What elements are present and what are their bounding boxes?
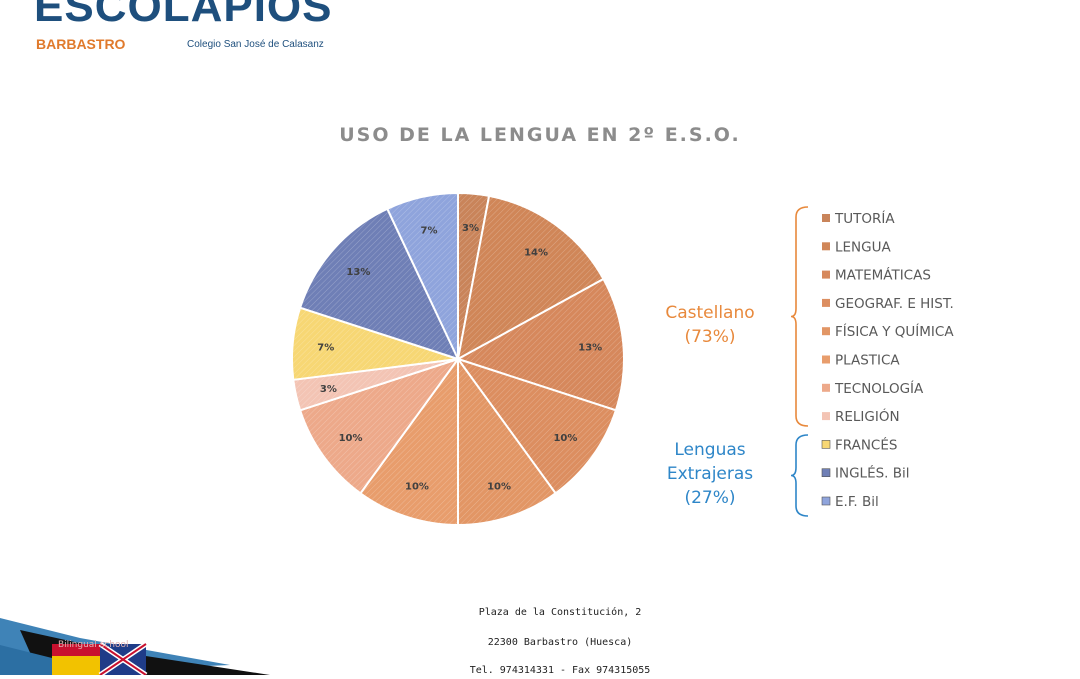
legend-label-religion: RELIGIÓN	[835, 407, 900, 425]
logo-school-name: Colegio San José de Calasanz	[187, 39, 324, 50]
logo-city: BARBASTRO	[36, 36, 126, 52]
bilingual-school-text: Bilingual school	[58, 640, 129, 650]
legend-swatch-fisica-y-quimica	[822, 327, 830, 336]
pie-value-label-matematicas: 13%	[578, 343, 602, 354]
pie-slice-hatch-geograf-e-hist	[458, 359, 616, 494]
legend-label-lengua: LENGUA	[835, 239, 891, 255]
legend-label-matematicas: MATEMÁTICAS	[835, 267, 931, 284]
legend-swatch-lengua	[822, 242, 830, 251]
pie-value-label-frances: 7%	[317, 343, 334, 354]
pie-value-label-fisica-y-quimica: 10%	[487, 481, 511, 492]
pie-value-label-e-f-bil: 7%	[421, 225, 438, 236]
pie-value-label-tecnologia: 10%	[339, 433, 363, 444]
pie-slice-hatch-tecnologia	[300, 359, 458, 494]
footer-address: Plaza de la Constitución, 2	[478, 607, 642, 618]
legend-label-geograf-e-hist: GEOGRAF. E HIST.	[835, 296, 954, 312]
legend-swatch-geograf-e-hist	[822, 298, 830, 307]
pie-slice-hatch-e-f-bil	[387, 193, 458, 359]
legend: TUTORÍA LENGUA MATEMÁTICAS GEOGRAF. E HIST.…	[665, 206, 954, 517]
pie-value-label-tutoria: 3%	[462, 223, 479, 234]
group-label-extranjeras-line-2: Extrajeras	[667, 464, 753, 484]
bilingual-badge	[0, 590, 300, 678]
brace-lenguas-extranjeras	[790, 434, 809, 517]
legend-label-tutoria: TUTORÍA	[834, 210, 895, 227]
footer-city: 22300 Barbastro (Huesca)	[487, 637, 633, 648]
chart-title: USO DE LA LENGUA EN 2º E.S.O.	[339, 124, 741, 146]
legend-swatch-religion	[822, 412, 830, 421]
legend-swatch-plastica	[822, 355, 830, 364]
legend-swatch-tecnologia	[822, 383, 830, 392]
legend-label-e-f-bil: E.F. Bil	[835, 494, 879, 510]
flag-swoosh-graphic	[0, 618, 270, 678]
pie-value-label-religion: 3%	[320, 384, 337, 395]
group-label-castellano-line-1: Castellano	[665, 303, 754, 323]
legend-swatch-frances	[821, 440, 831, 449]
pie-slice-hatch-fisica-y-quimica	[458, 359, 556, 525]
legend-label-ingles-bil: INGLÉS. Bil	[835, 465, 910, 482]
legend-label-fisica-y-quimica: FÍSICA Y QUÍMICA	[835, 323, 954, 340]
pie-value-label-lengua: 14%	[524, 248, 548, 259]
pie-slice-hatch-religion	[293, 359, 458, 411]
pie-value-label-plastica: 10%	[405, 481, 429, 492]
group-label-extranjeras-line-3: (27%)	[684, 488, 735, 508]
legend-swatch-e-f-bil	[821, 496, 831, 506]
legend-label-frances: FRANCÉS	[835, 436, 897, 453]
pie-value-label-ingles-bil: 13%	[346, 267, 370, 278]
brace-castellano	[790, 206, 809, 427]
legend-swatch-ingles-bil	[821, 468, 831, 478]
legend-swatch-tutoria	[822, 214, 830, 222]
pie-slice-hatch-matematicas	[458, 279, 624, 411]
pie-value-label-geograf-e-hist: 10%	[553, 433, 577, 444]
pie-slice-hatch-frances	[292, 307, 458, 380]
group-label-castellano-line-2: (73%)	[684, 327, 735, 347]
pie-slice-hatch-plastica	[360, 359, 458, 525]
pie-slices	[291, 191, 625, 527]
pie-slice-hatch-lengua	[458, 195, 604, 359]
school-logo: ESCOLAPIOS BARBASTRO Colegio San José de…	[0, 0, 340, 60]
legend-label-plastica: PLASTICA	[835, 353, 900, 369]
pie-chart: 3% 14% 13% 10% 10% 10% 10% 3% 7% 13% 7% TUTORÍA LEN…	[291, 191, 954, 527]
pie-value-labels: 3% 14% 13% 10% 10% 10% 10% 3% 7% 13% 7%	[317, 223, 602, 493]
legend-swatch-matematicas	[822, 270, 830, 279]
legend-label-tecnologia: TECNOLOGÍA	[834, 380, 924, 397]
pie-slice-hatch-ingles-bil	[300, 208, 458, 359]
logo-wordmark: ESCOLAPIOS	[34, 0, 333, 31]
group-label-extranjeras-line-1: Lenguas	[674, 440, 745, 460]
footer-contact: Tel. 974314331 - Fax 974315055	[469, 665, 651, 676]
